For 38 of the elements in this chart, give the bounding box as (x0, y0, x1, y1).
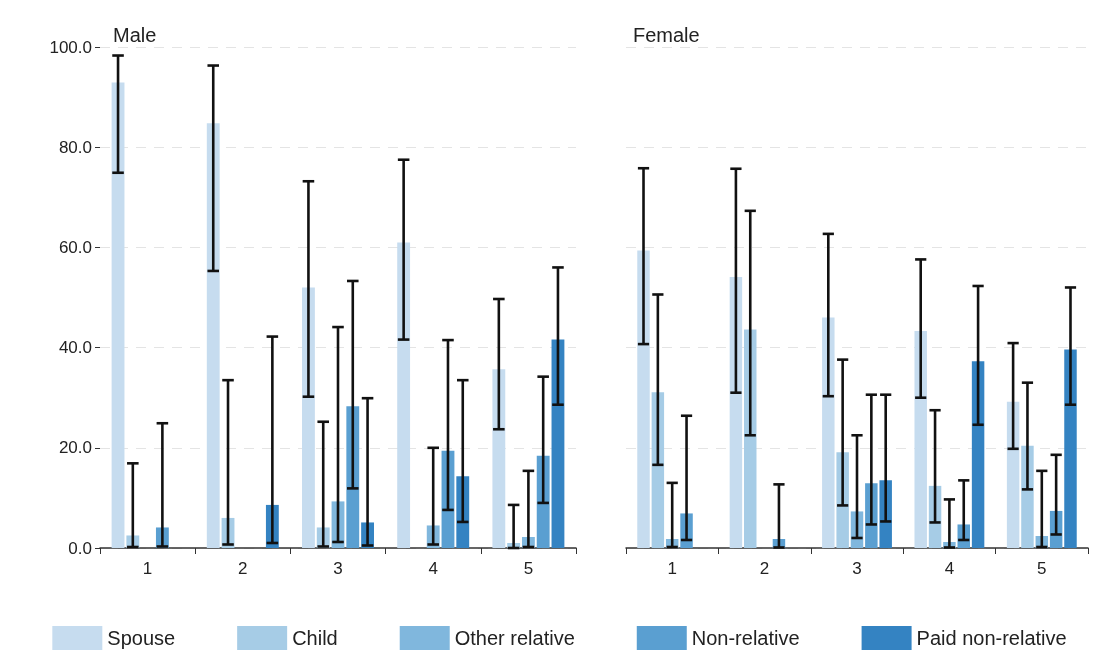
y-tick-label: 40.0 (58, 338, 92, 358)
y-tick-label: 20.0 (58, 438, 92, 458)
legend-label: Other relative (454, 627, 575, 649)
bar (536, 455, 550, 548)
x-tick-label: 3 (333, 559, 343, 578)
bar (492, 369, 506, 548)
x-tick-label: 5 (1037, 559, 1047, 578)
bar (729, 276, 743, 548)
bar (1064, 349, 1077, 548)
bar (971, 361, 985, 548)
legend-label: Non-relative (691, 627, 800, 649)
y-tick-label: 0.0 (68, 538, 92, 558)
bar (302, 287, 315, 548)
y-tick-label: 80.0 (58, 137, 92, 157)
x-tick-label: 5 (523, 559, 534, 578)
bar (914, 331, 927, 548)
x-tick-label: 4 (428, 559, 438, 578)
legend-label: Spouse (107, 627, 176, 649)
bar (1006, 401, 1020, 548)
x-tick-label: 1 (667, 559, 677, 578)
x-tick-label: 4 (944, 559, 955, 578)
legend-label: Paid non-relative (916, 627, 1067, 649)
bar (551, 339, 565, 548)
bar (111, 82, 125, 548)
legend-label: Child (292, 627, 338, 649)
x-tick-label: 1 (142, 559, 153, 578)
bar (637, 250, 650, 548)
bar (651, 392, 665, 548)
x-tick-label: 2 (759, 559, 770, 578)
x-tick-label: 2 (238, 559, 248, 578)
bar (397, 242, 411, 548)
y-tick-label: 60.0 (58, 237, 92, 257)
bar (206, 123, 220, 548)
y-tick-label: 100.0 (49, 37, 92, 57)
chart-title: Male (113, 24, 157, 46)
bar (822, 317, 835, 548)
chart-title: Female (633, 24, 700, 46)
x-tick-label: 3 (852, 559, 862, 578)
